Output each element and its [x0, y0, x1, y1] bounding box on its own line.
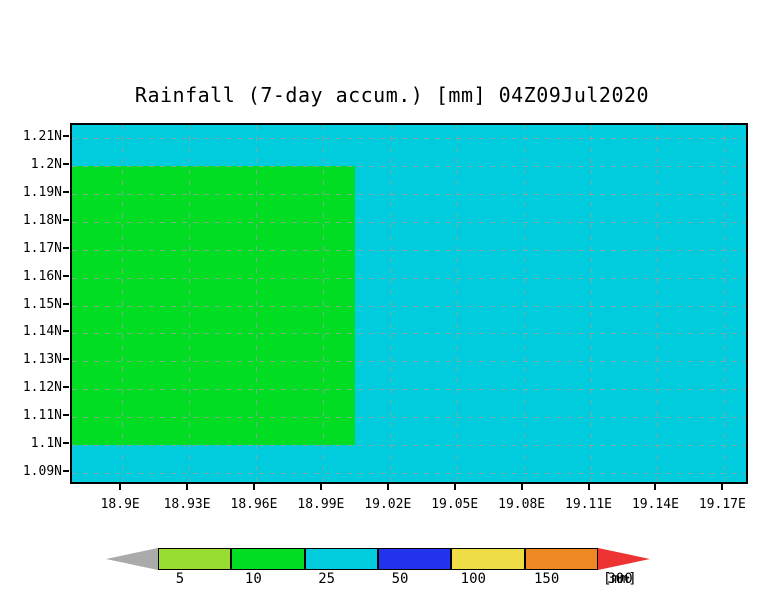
colorbar-over-arrow: [598, 548, 650, 570]
gridline-horizontal: [72, 250, 746, 251]
rainfall-map-plot-area: [70, 123, 748, 484]
x-axis-tick-label: 18.93E: [163, 497, 211, 512]
gridline-horizontal: [72, 222, 746, 223]
page-title: Rainfall (7-day accum.) [mm] 04Z09Jul202…: [134, 83, 650, 107]
x-axis-tick-mark: [386, 484, 389, 490]
y-axis-tick-mark: [63, 386, 69, 389]
y-axis-tick-mark: [63, 246, 69, 249]
x-axis-tick-label: 19.02E: [364, 497, 412, 512]
y-axis-tick-label: 1.09N: [22, 464, 62, 480]
x-axis-tick-mark: [119, 484, 122, 490]
y-axis-tick-label: 1.14N: [22, 324, 62, 340]
colorbar-segment: [158, 548, 232, 570]
y-axis-tick-mark: [63, 302, 69, 305]
y-axis-tick-label: 1.17N: [22, 240, 62, 256]
x-axis-tick-label: 19.14E: [631, 497, 679, 512]
y-axis-tick-mark: [63, 442, 69, 445]
gridline-vertical: [189, 125, 190, 482]
colorbar-under-arrow: [106, 548, 158, 570]
x-axis-labels: 18.9E 18.93E 18.96E 18.99E 19.02E 19.05E 19.08…: [70, 484, 748, 518]
y-axis-labels: 1.21N 1.2N 1.19N 1.18N 1.17N 1.16N 1.15N 1.14N 1…: [0, 123, 62, 484]
y-axis-tick-label: 1.16N: [22, 268, 62, 284]
rainfall-raster-layer: [72, 125, 746, 482]
y-axis-tick-mark: [63, 414, 69, 417]
colorbar-segment: [231, 548, 305, 570]
colorbar-tick-label: 10: [244, 571, 262, 587]
gridline-horizontal: [72, 473, 746, 474]
x-axis-tick-mark: [721, 484, 724, 490]
gridline-horizontal: [72, 417, 746, 418]
x-axis-tick-label: 19.05E: [431, 497, 479, 512]
gridline-vertical: [724, 125, 725, 482]
y-axis-tick-mark: [63, 190, 69, 193]
x-axis-tick-label: 18.96E: [230, 497, 278, 512]
gridline-horizontal: [72, 166, 746, 167]
colorbar-segment: [378, 548, 452, 570]
gridline-vertical: [524, 125, 525, 482]
gridline-vertical: [323, 125, 324, 482]
gridline-vertical: [122, 125, 123, 482]
x-axis-tick-mark: [654, 484, 657, 490]
y-axis-tick-mark: [63, 134, 69, 137]
gridline-horizontal: [72, 278, 746, 279]
gridline-vertical: [657, 125, 658, 482]
x-axis-tick-mark: [319, 484, 322, 490]
raster-region-low-rainfall-notch-top-left: [72, 125, 123, 166]
gridline-horizontal: [72, 306, 746, 307]
raster-region-moderate-rainfall-block: [72, 125, 356, 446]
y-axis-tick-mark: [63, 330, 69, 333]
y-axis-tick-label: 1.1N: [30, 436, 62, 452]
gridline-vertical: [390, 125, 391, 482]
gridline-horizontal: [72, 138, 746, 139]
gridline-horizontal: [72, 333, 746, 334]
colorbar-tick-label: 150: [534, 571, 560, 587]
y-axis-ticks: [0, 123, 70, 484]
x-axis-tick-label: 19.11E: [565, 497, 613, 512]
x-axis-tick-mark: [587, 484, 590, 490]
y-axis-tick-mark: [63, 162, 69, 165]
raster-region-low-rainfall-corner-top-right-of-block: [122, 125, 356, 166]
gridline-horizontal: [72, 445, 746, 446]
y-axis-tick-label: 1.21N: [22, 128, 62, 144]
gridline-vertical: [457, 125, 458, 482]
colorbar-gradient: [106, 548, 650, 570]
x-axis-tick-label: 19.17E: [698, 497, 746, 512]
gridline-horizontal: [72, 389, 746, 390]
y-axis-tick-mark: [63, 470, 69, 473]
colorbar-tick-label: 25: [318, 571, 336, 587]
x-axis-tick-mark: [520, 484, 523, 490]
colorbar-legend: [mm] 5 10 25 50 100 150 300: [106, 548, 658, 590]
y-axis-tick-label: 1.13N: [22, 352, 62, 368]
y-axis-tick-label: 1.19N: [22, 184, 62, 200]
colorbar-segment: [451, 548, 525, 570]
colorbar-segment: [304, 548, 378, 570]
x-axis-tick-label: 18.9E: [100, 497, 140, 512]
y-axis-tick-mark: [63, 218, 69, 221]
x-axis-tick-mark: [252, 484, 255, 490]
x-axis-tick-mark: [453, 484, 456, 490]
gridline-vertical: [591, 125, 592, 482]
gridline-horizontal: [72, 361, 746, 362]
y-axis-tick-mark: [63, 274, 69, 277]
y-axis-tick-label: 1.2N: [30, 156, 62, 172]
y-axis-tick-label: 1.18N: [22, 212, 62, 228]
gridline-horizontal: [72, 194, 746, 195]
x-axis-tick-label: 19.08E: [498, 497, 546, 512]
gridline-vertical: [256, 125, 257, 482]
colorbar-tick-label: 5: [175, 571, 185, 587]
y-axis-tick-label: 1.11N: [22, 408, 62, 424]
colorbar-tick-label: 100: [460, 571, 486, 587]
y-axis-tick-label: 1.12N: [22, 380, 62, 396]
colorbar-segment: [524, 548, 598, 570]
colorbar-tick-label: 300: [607, 571, 633, 587]
colorbar-tick-label: 50: [391, 571, 409, 587]
x-axis-tick-label: 18.99E: [297, 497, 345, 512]
y-axis-tick-mark: [63, 358, 69, 361]
y-axis-tick-label: 1.15N: [22, 296, 62, 312]
colorbar-unit-label: [mm]: [603, 571, 637, 587]
x-axis-tick-mark: [186, 484, 189, 490]
